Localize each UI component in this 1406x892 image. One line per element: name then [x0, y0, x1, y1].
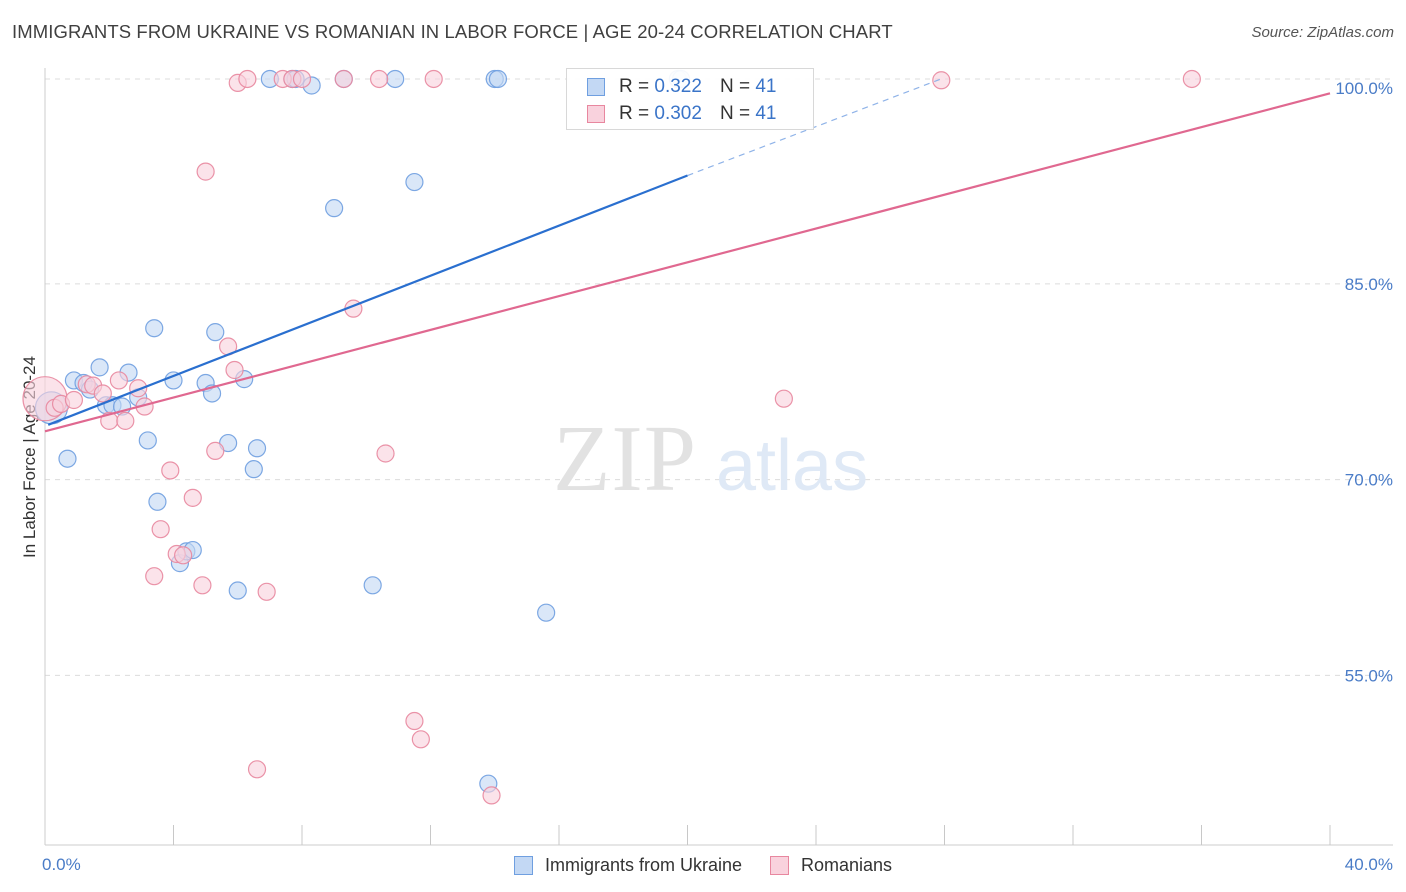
romanian-point [932, 71, 951, 90]
x-tick-label: 0.0% [42, 855, 81, 874]
romanian-point [193, 576, 212, 595]
trend-lines [44, 77, 1331, 433]
series-legend: Immigrants from Ukraine Romanians [0, 852, 1406, 878]
legend-r-label: R = [619, 76, 650, 97]
legend-n-value: 41 [755, 103, 777, 124]
ukraine-trend-extension [687, 77, 945, 177]
legend-r-value: 0.322 [654, 76, 702, 97]
y-tick-label: 55.0% [1345, 666, 1393, 685]
romanian-point [482, 786, 501, 805]
ukraine-point [247, 439, 267, 458]
ukraine-point [488, 69, 508, 89]
romanian-point [116, 411, 135, 430]
legend-swatch-romanians [770, 855, 789, 875]
romanian-point [334, 69, 353, 89]
ukraine-point [58, 449, 77, 468]
romanian-point [405, 711, 424, 731]
ukraine-point [90, 358, 109, 377]
legend-n-label: N = [719, 103, 751, 124]
legend-r-value: 0.302 [654, 103, 702, 124]
romanian-point [1182, 69, 1201, 89]
legend-swatch-romanians [587, 105, 605, 123]
romanian-point [183, 488, 202, 507]
romanian-point [238, 69, 257, 89]
romanian-point [206, 441, 225, 460]
romanian-point [774, 389, 793, 408]
ukraine-point [138, 431, 157, 450]
y-tick-label: 100.0% [1335, 79, 1393, 98]
legend-item-romanians[interactable]: Romanians [770, 855, 892, 876]
romanian-point [93, 384, 112, 403]
romanian-point [64, 390, 84, 410]
ukraine-point [386, 69, 405, 89]
ukraine-trend-line [47, 174, 688, 426]
romanian-point [370, 69, 389, 89]
x-tick-label: 40.0% [1345, 855, 1393, 874]
legend-row-ukraine: R = 0.322 N = 41 [587, 74, 776, 100]
y-tick-label: 70.0% [1345, 471, 1393, 490]
y-tick-label: 85.0% [1345, 275, 1393, 294]
legend-row-romanians: R = 0.302 N = 41 [587, 101, 776, 127]
ukraine-point [363, 576, 382, 595]
romanian-point [151, 520, 170, 539]
romanian-point [174, 546, 193, 565]
romanian-point [145, 567, 164, 586]
legend-swatch-ukraine [513, 855, 533, 875]
ukraine-point [206, 323, 225, 342]
legend-label-ukraine: Immigrants from Ukraine [544, 854, 742, 875]
legend-item-ukraine[interactable]: Immigrants from Ukraine [513, 854, 742, 876]
axes [44, 68, 1393, 846]
legend-label-romanians: Romanians [801, 854, 893, 875]
tick-labels: 55.0% 70.0% 85.0% 100.0% 0.0% 40.0% [42, 79, 1393, 874]
romanian-point [247, 760, 267, 779]
romanian-point [161, 461, 180, 480]
watermark-zip: ZIP [553, 407, 697, 511]
legend-n-label: N = [719, 76, 751, 97]
romanian-point [424, 69, 443, 89]
legend-n-value: 41 [755, 76, 777, 97]
romanian-point [376, 444, 395, 463]
watermark: ZIP atlas [553, 407, 868, 511]
romanian-point [257, 582, 276, 601]
ukraine-point [145, 319, 164, 338]
romanian-point [196, 162, 215, 181]
legend-swatch-ukraine [587, 78, 605, 96]
ukraine-point [228, 581, 247, 600]
watermark-atlas: atlas [716, 426, 868, 506]
ukraine-point [148, 492, 167, 511]
romanian-point [411, 730, 430, 749]
legend-r-label: R = [619, 103, 650, 124]
romanian-point [109, 371, 128, 390]
ukraine-point [325, 199, 344, 218]
romanian-point [292, 69, 312, 89]
romanian-point [225, 360, 244, 380]
ukraine-point [244, 460, 263, 479]
romanian-trend-line [44, 92, 1331, 433]
correlation-legend: R = 0.322 N = 41 R = 0.302 N = 41 [566, 68, 814, 130]
ukraine-point [537, 603, 556, 622]
ukraine-point [405, 172, 424, 192]
chart-title: IMMIGRANTS FROM UKRAINE VS ROMANIAN IN L… [12, 21, 893, 42]
source-credit: Source: ZipAtlas.com [1251, 24, 1394, 41]
